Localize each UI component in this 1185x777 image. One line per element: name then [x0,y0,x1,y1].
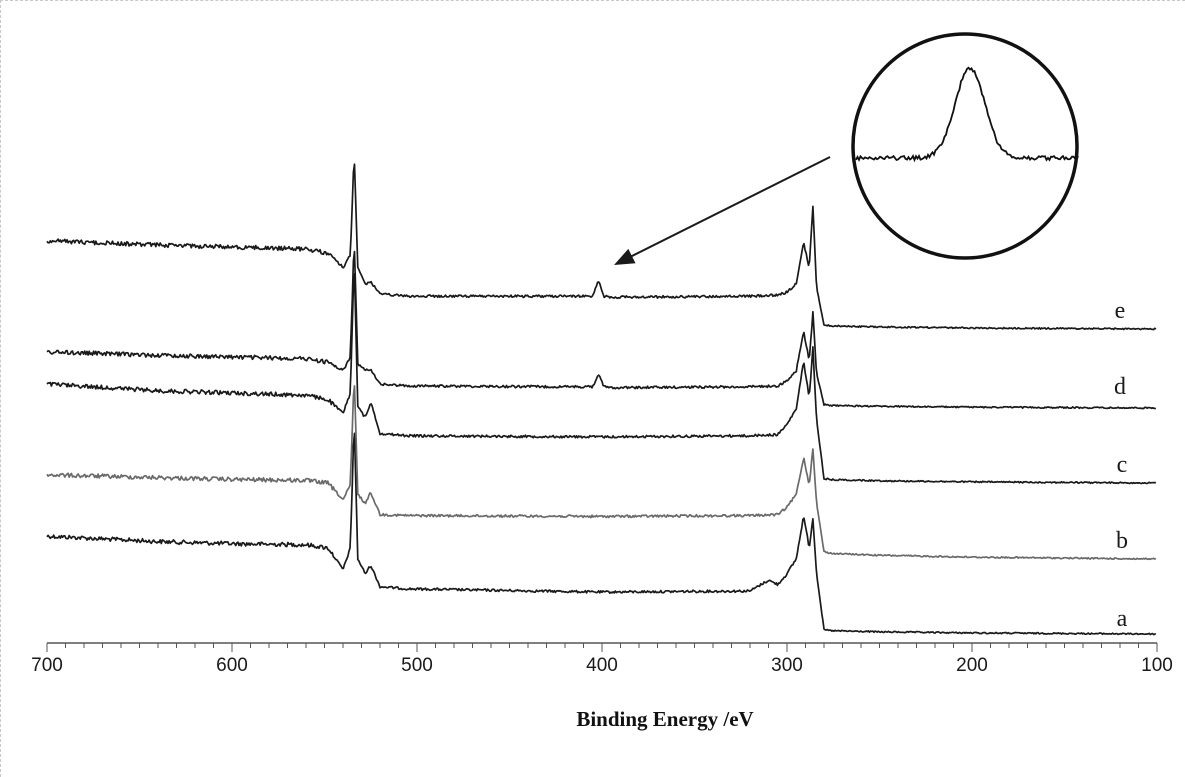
x-tick-label: 600 [216,655,248,676]
series-group [46,163,1157,636]
series-label-c: c [1117,452,1128,478]
series-line-a [46,432,1157,636]
x-axis-title: Binding Energy /eV [576,707,753,731]
series-label-b: b [1116,528,1128,554]
series-line-b [46,385,1157,561]
x-tick-label: 300 [771,655,803,676]
x-tick-label: 200 [956,655,988,676]
series-label-e: e [1115,298,1126,324]
series-label-a: a [1117,606,1128,632]
x-tick-label: 100 [1141,655,1173,676]
x-tick-label: 700 [31,655,63,676]
series-labels: a b c d e [1114,298,1128,632]
inset-peak-line [855,66,1079,163]
x-tick-label: 400 [586,655,618,676]
x-tick-label: 500 [401,655,433,676]
inset-magnified-peak [851,32,1079,260]
inset-circle [851,32,1079,260]
series-line-c [46,273,1156,485]
inset-arrow [623,156,831,261]
inset-arrow-head [614,248,636,265]
series-line-e [46,163,1157,331]
series-label-d: d [1114,374,1126,400]
series-line-d [46,250,1157,410]
x-axis: 700 600 500 400 300 200 100 [31,642,1173,676]
